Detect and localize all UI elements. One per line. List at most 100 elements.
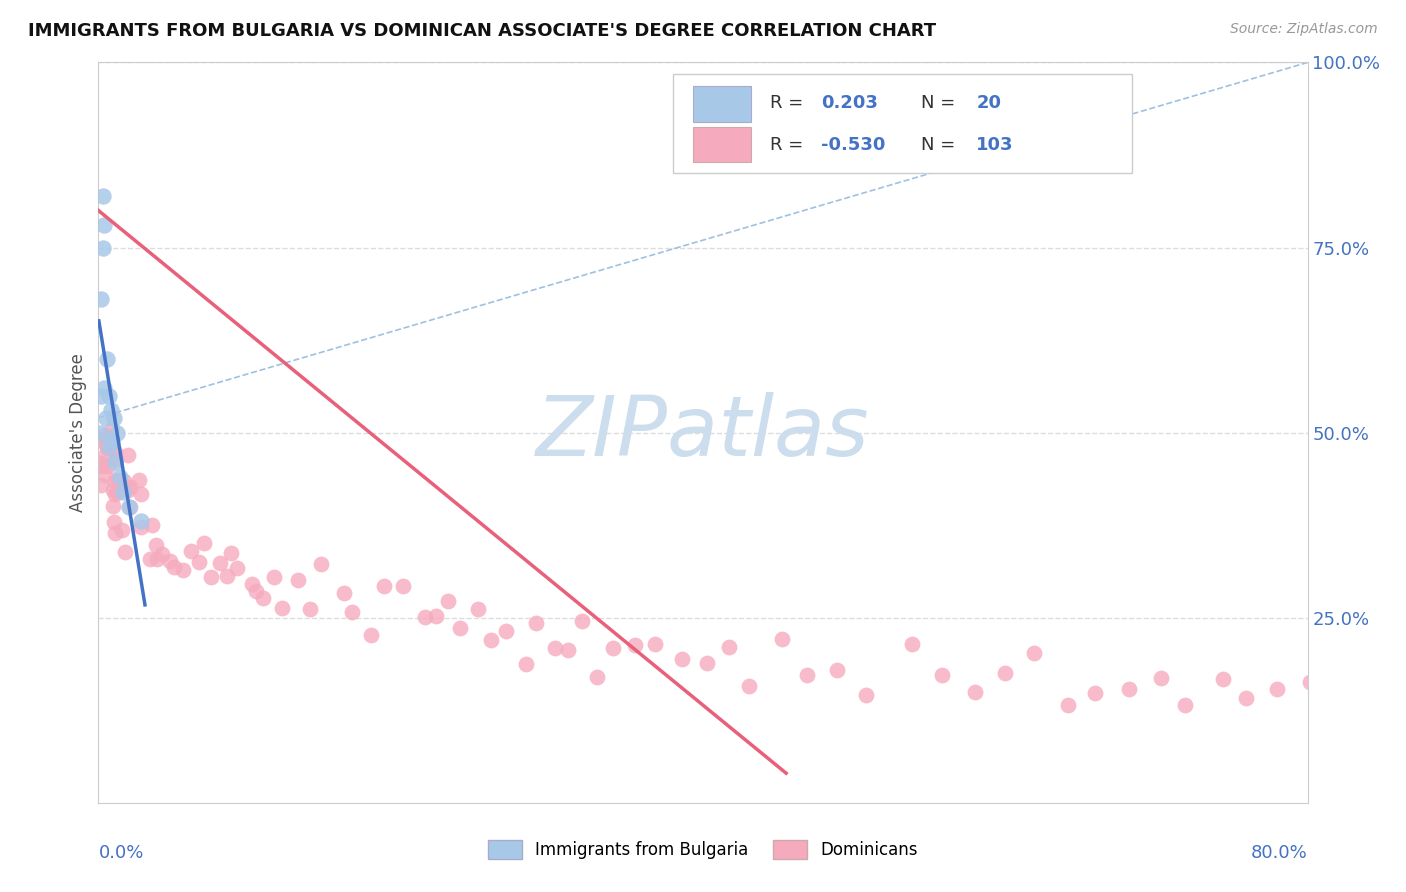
Point (671, 652, 693, 666)
Point (240, 576, 263, 591)
Point (90, 293, 112, 307)
Point (495, 624, 517, 639)
Point (104, 445, 127, 459)
Text: IMMIGRANTS FROM BULGARIA VS DOMINICAN ASSOCIATE'S DEGREE CORRELATION CHART: IMMIGRANTS FROM BULGARIA VS DOMINICAN AS… (28, 22, 936, 40)
Point (557, 643, 579, 657)
Point (94, 427, 117, 442)
Point (467, 602, 489, 616)
Point (93, 219, 115, 233)
Point (96, 351, 118, 366)
Point (770, 632, 793, 646)
Point (90, 388, 112, 402)
Text: 80.0%: 80.0% (1251, 844, 1308, 862)
Text: Source: ZipAtlas.com: Source: ZipAtlas.com (1230, 22, 1378, 37)
Point (103, 410, 125, 425)
Text: R =: R = (769, 136, 808, 154)
Y-axis label: Associate's Degree: Associate's Degree (69, 353, 87, 512)
Point (373, 579, 395, 593)
Point (1150, 671, 1173, 685)
Point (112, 475, 135, 489)
Point (449, 621, 471, 635)
Point (571, 614, 593, 628)
Point (309, 558, 332, 572)
Point (738, 679, 761, 693)
Point (1084, 686, 1107, 700)
Point (1322, 685, 1344, 699)
Point (96, 441, 118, 455)
Point (145, 552, 167, 566)
Point (413, 610, 436, 624)
Point (91, 458, 114, 473)
Point (90, 457, 112, 471)
Point (139, 552, 162, 566)
Point (104, 455, 127, 469)
Point (98, 433, 121, 447)
Point (118, 500, 141, 515)
Point (98, 441, 121, 455)
Text: 0.0%: 0.0% (98, 844, 143, 862)
Point (479, 633, 502, 648)
Point (96, 436, 118, 450)
Point (129, 515, 152, 529)
Text: R =: R = (769, 95, 808, 112)
Point (225, 561, 247, 575)
Point (215, 569, 238, 583)
Point (342, 605, 364, 619)
Point (100, 403, 122, 417)
Point (1174, 698, 1197, 712)
Point (1056, 698, 1078, 712)
Point (624, 638, 647, 652)
Point (94, 410, 117, 425)
Point (1024, 646, 1046, 660)
Point (287, 574, 309, 588)
Point (98, 434, 121, 448)
Point (94, 436, 117, 450)
Point (107, 473, 129, 487)
Point (644, 637, 666, 651)
Point (104, 487, 127, 501)
Point (118, 480, 141, 494)
Point (1118, 681, 1140, 696)
Point (108, 470, 131, 484)
Text: N =: N = (921, 136, 960, 154)
Point (111, 523, 134, 537)
Point (105, 425, 128, 440)
Point (90, 477, 112, 491)
Point (994, 666, 1017, 681)
Point (193, 536, 215, 550)
Text: -0.530: -0.530 (821, 136, 886, 154)
Point (208, 557, 231, 571)
Point (1299, 674, 1322, 689)
Text: 0.203: 0.203 (821, 95, 879, 112)
Point (101, 433, 124, 447)
Point (602, 641, 624, 656)
Point (931, 668, 953, 682)
Point (98, 388, 121, 402)
Point (200, 570, 222, 584)
Point (101, 483, 124, 497)
Point (263, 570, 285, 584)
Point (298, 601, 321, 615)
Point (118, 500, 141, 514)
Point (796, 667, 818, 681)
Point (524, 616, 547, 631)
Point (391, 579, 413, 593)
Legend: Immigrants from Bulgaria, Dominicans: Immigrants from Bulgaria, Dominicans (482, 833, 924, 866)
Point (1265, 681, 1288, 696)
Point (825, 663, 848, 677)
Point (105, 451, 128, 466)
Text: ZIPatlas: ZIPatlas (536, 392, 870, 473)
Point (105, 485, 128, 500)
Point (94, 447, 117, 461)
Point (129, 487, 152, 501)
Point (101, 422, 124, 436)
Point (128, 473, 150, 487)
FancyBboxPatch shape (693, 127, 751, 162)
Point (111, 484, 134, 499)
Point (94, 467, 117, 482)
Point (180, 544, 202, 558)
Point (101, 499, 124, 513)
Point (1212, 673, 1234, 687)
Text: N =: N = (921, 95, 960, 112)
Point (901, 637, 924, 651)
